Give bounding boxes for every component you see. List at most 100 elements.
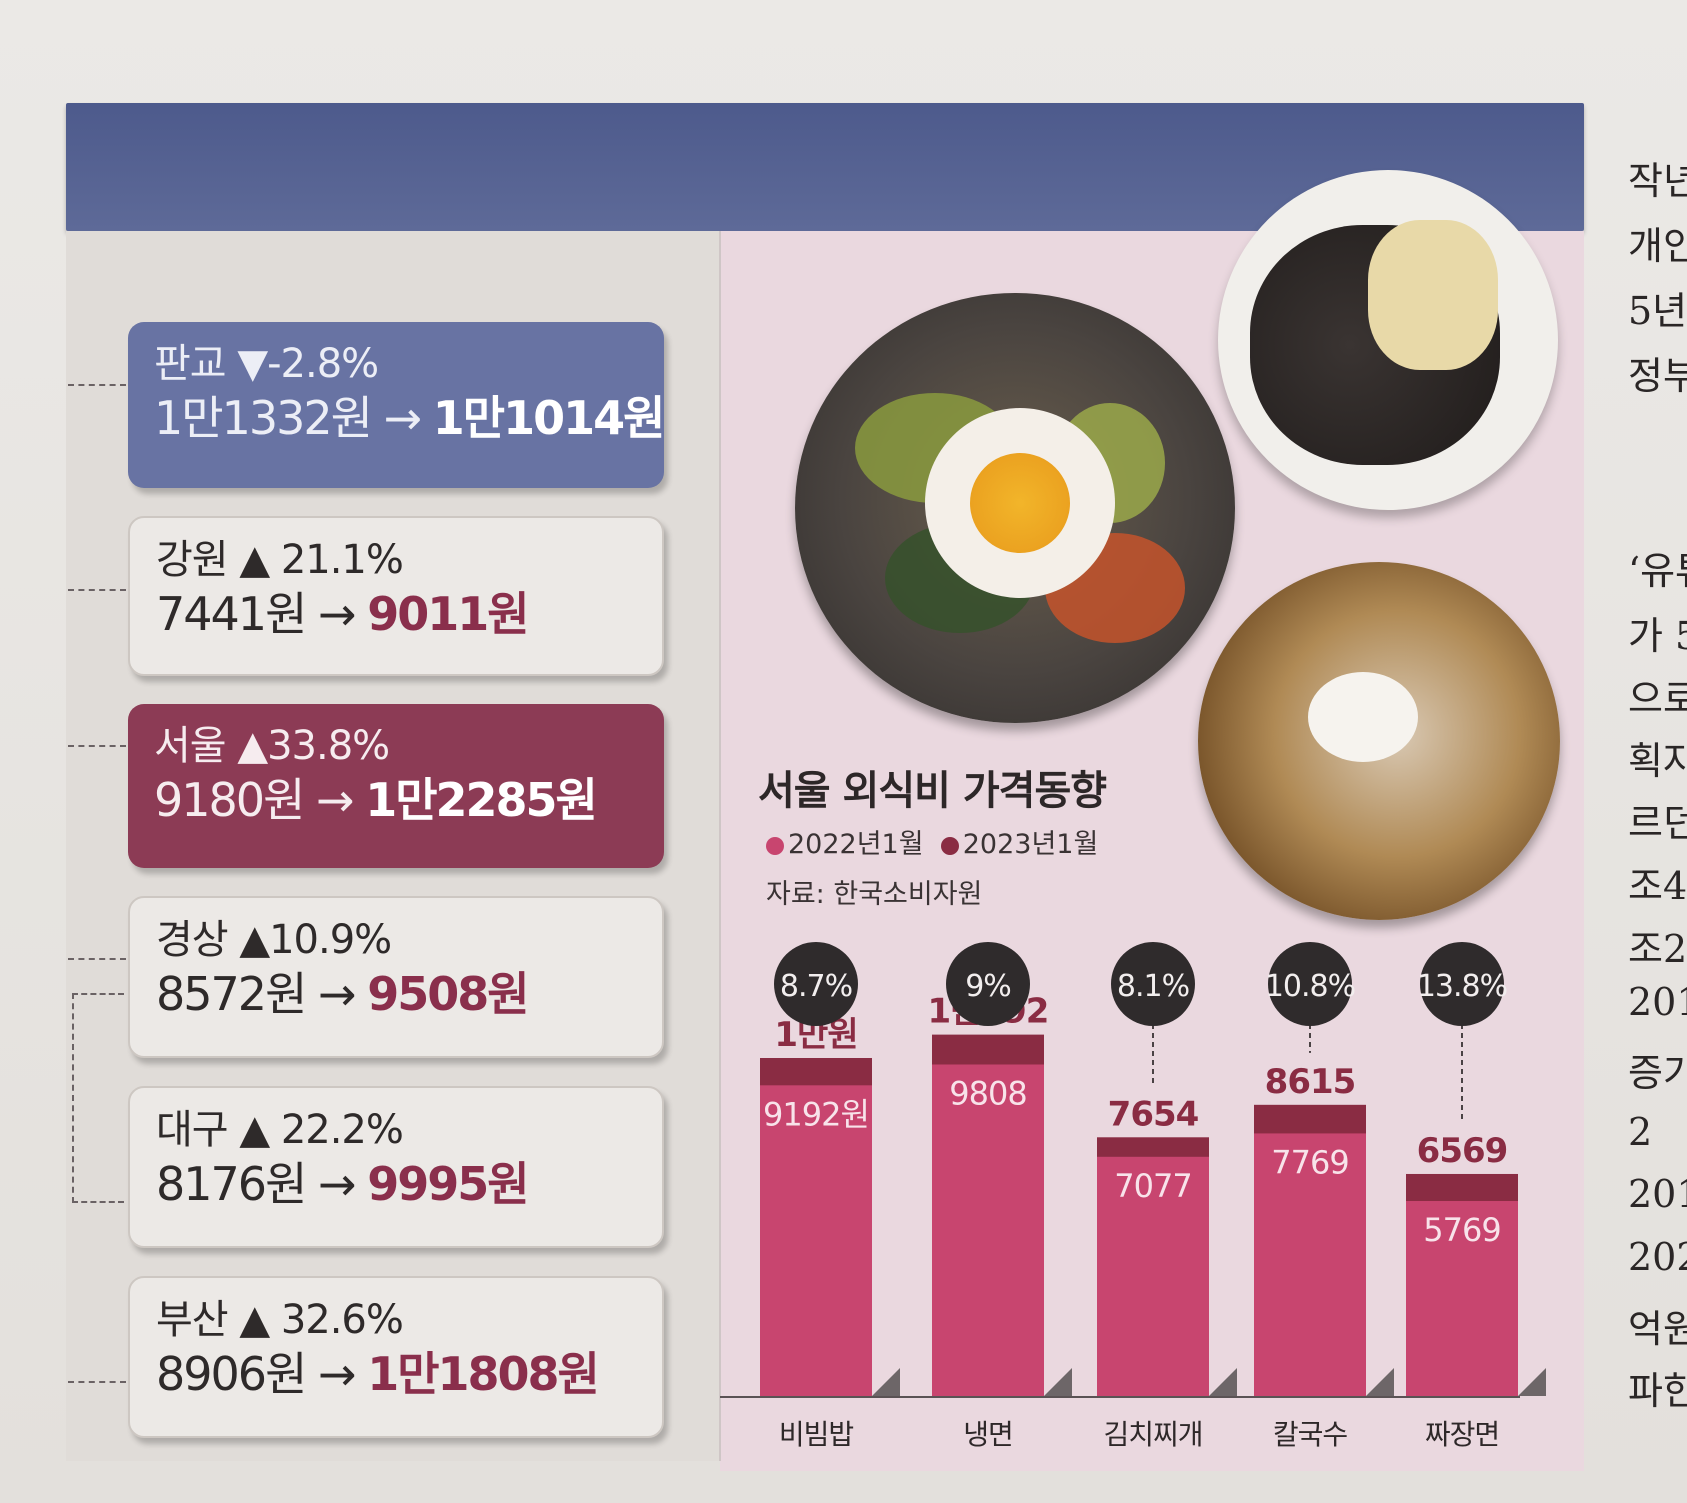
article-text-line: 201 [1628, 1172, 1687, 1216]
bar-shadow [872, 1368, 900, 1396]
data-label-2023: 6569 [1417, 1131, 1508, 1171]
connector-line [68, 745, 126, 747]
price-2022: 7441원 [156, 587, 307, 641]
bar-2022 [1254, 1133, 1366, 1396]
price-2022: 8176원 [156, 1157, 307, 1211]
region-name: 서울 [154, 723, 227, 769]
chart-source: 자료: 한국소비자원 [766, 879, 983, 910]
region-change: 32.6% [280, 1297, 404, 1343]
price-2023: 9011원 [367, 587, 529, 641]
legend-item-2023: 2023년1월 [962, 829, 1099, 860]
category-label: 짜장면 [1425, 1418, 1499, 1450]
growth-bubble [774, 942, 858, 1026]
right-arrow-icon: → [383, 391, 423, 445]
right-arrow-icon: → [316, 773, 355, 827]
article-text-line: 2 [1628, 1110, 1653, 1154]
connector-line [68, 384, 126, 386]
growth-label: 10.8% [1265, 969, 1355, 1004]
panel-divider [719, 231, 721, 1461]
up-arrow-icon: ▲ [237, 723, 268, 769]
price-2023: 9995원 [367, 1157, 529, 1211]
jajangmyeon-photo [1218, 170, 1558, 510]
region-name: 대구 [156, 1107, 229, 1153]
price-2023: 1만1014원 [432, 391, 666, 445]
region-change: -2.8% [267, 341, 379, 387]
article-text-line: 201 [1628, 980, 1687, 1024]
article-text-line: 조4 [1628, 864, 1687, 908]
region-name: 강원 [156, 537, 229, 583]
region-change: 33.8% [267, 723, 390, 769]
article-text-line: 르던 [1628, 801, 1687, 845]
chart-title: 서울 외식비 가격동향 [758, 768, 1107, 814]
bar-chart: 1만원9192원8.7%비빔밥1만69298089%냉면765470778.1%… [720, 942, 1546, 1450]
region-change: 22.2% [280, 1107, 404, 1153]
article-text-line: 으로 [1628, 677, 1687, 721]
bar-shadow [1518, 1368, 1546, 1396]
category-label: 칼국수 [1273, 1418, 1348, 1450]
article-text-line: 작년 [1628, 159, 1687, 203]
growth-bubble [1268, 942, 1352, 1026]
article-text-line: 획자 [1628, 739, 1687, 783]
price-2022: 9180원 [154, 773, 305, 827]
data-label-2022: 7077 [1114, 1167, 1191, 1205]
price-2022: 8906원 [156, 1347, 307, 1401]
bar-2022 [1406, 1201, 1518, 1396]
article-text-line: 증가 [1628, 1051, 1687, 1095]
connector-line [68, 1381, 126, 1383]
up-arrow-icon: ▲ [239, 1297, 270, 1343]
article-text-line: ‘유튜 [1628, 549, 1687, 593]
bar-2022 [1097, 1156, 1209, 1396]
category-label: 김치찌개 [1103, 1418, 1202, 1450]
category-label: 냉면 [963, 1418, 1013, 1450]
region-box-gyeongsang: 경상 ▲10.9% 8572원 → 9508원 [128, 896, 664, 1058]
growth-label: 8.7% [780, 969, 852, 1004]
article-text-line: 202 [1628, 1235, 1687, 1279]
data-label-2023: 7654 [1108, 1094, 1199, 1134]
chart-legend: 2022년1월 2023년1월 [766, 822, 1098, 861]
article-text-line: 억원 [1628, 1307, 1687, 1351]
growth-label: 9% [965, 969, 1011, 1004]
up-arrow-icon: ▲ [239, 917, 270, 963]
legend-dot-icon [766, 836, 784, 855]
growth-bubble [1420, 942, 1504, 1026]
data-label-2022: 9192원 [763, 1095, 869, 1133]
price-2023: 1만2285원 [365, 773, 598, 827]
article-text-line: 정부 [1628, 354, 1687, 398]
price-2023: 9508원 [367, 967, 529, 1021]
growth-label: 8.1% [1117, 969, 1189, 1004]
down-arrow-icon: ▼ [237, 341, 268, 387]
bar-shadow [1209, 1368, 1237, 1396]
region-box-pangyo: 판교 ▼-2.8% 1만1332원 → 1만1014원 [128, 322, 666, 488]
bar-shadow [1044, 1368, 1072, 1396]
bar-2022 [760, 1085, 872, 1396]
growth-bubble [946, 942, 1030, 1026]
region-change: 21.1% [280, 537, 404, 583]
right-arrow-icon: → [318, 1157, 357, 1211]
up-arrow-icon: ▲ [239, 537, 270, 583]
bibimbap-photo [795, 293, 1235, 723]
data-label-2022: 7769 [1271, 1143, 1348, 1181]
region-name: 판교 [154, 341, 227, 387]
data-label-2022: 9808 [949, 1074, 1026, 1112]
connector-bracket [72, 993, 124, 1203]
price-2023: 1만1808원 [367, 1347, 600, 1401]
region-box-busan: 부산 ▲ 32.6% 8906원 → 1만1808원 [128, 1276, 664, 1438]
region-change: 10.9% [269, 917, 392, 963]
region-box-seoul: 서울 ▲33.8% 9180원 → 1만2285원 [128, 704, 664, 868]
right-arrow-icon: → [318, 1347, 357, 1401]
bar-2022 [932, 1064, 1044, 1396]
data-label-2022: 5769 [1423, 1211, 1500, 1249]
article-text-line: 가 5 [1628, 614, 1687, 658]
price-2022: 8572원 [156, 967, 307, 1021]
region-box-daegu: 대구 ▲ 22.2% 8176원 → 9995원 [128, 1086, 664, 1248]
region-name: 경상 [156, 917, 229, 963]
connector-line [68, 958, 126, 960]
right-arrow-icon: → [318, 587, 357, 641]
data-label-2023: 8615 [1265, 1062, 1356, 1102]
right-arrow-icon: → [318, 967, 357, 1021]
legend-dot-icon [940, 836, 959, 855]
growth-bubble [1111, 942, 1195, 1026]
article-text-line: 개인 [1628, 224, 1687, 268]
connector-line [68, 589, 126, 591]
region-name: 부산 [156, 1297, 229, 1343]
